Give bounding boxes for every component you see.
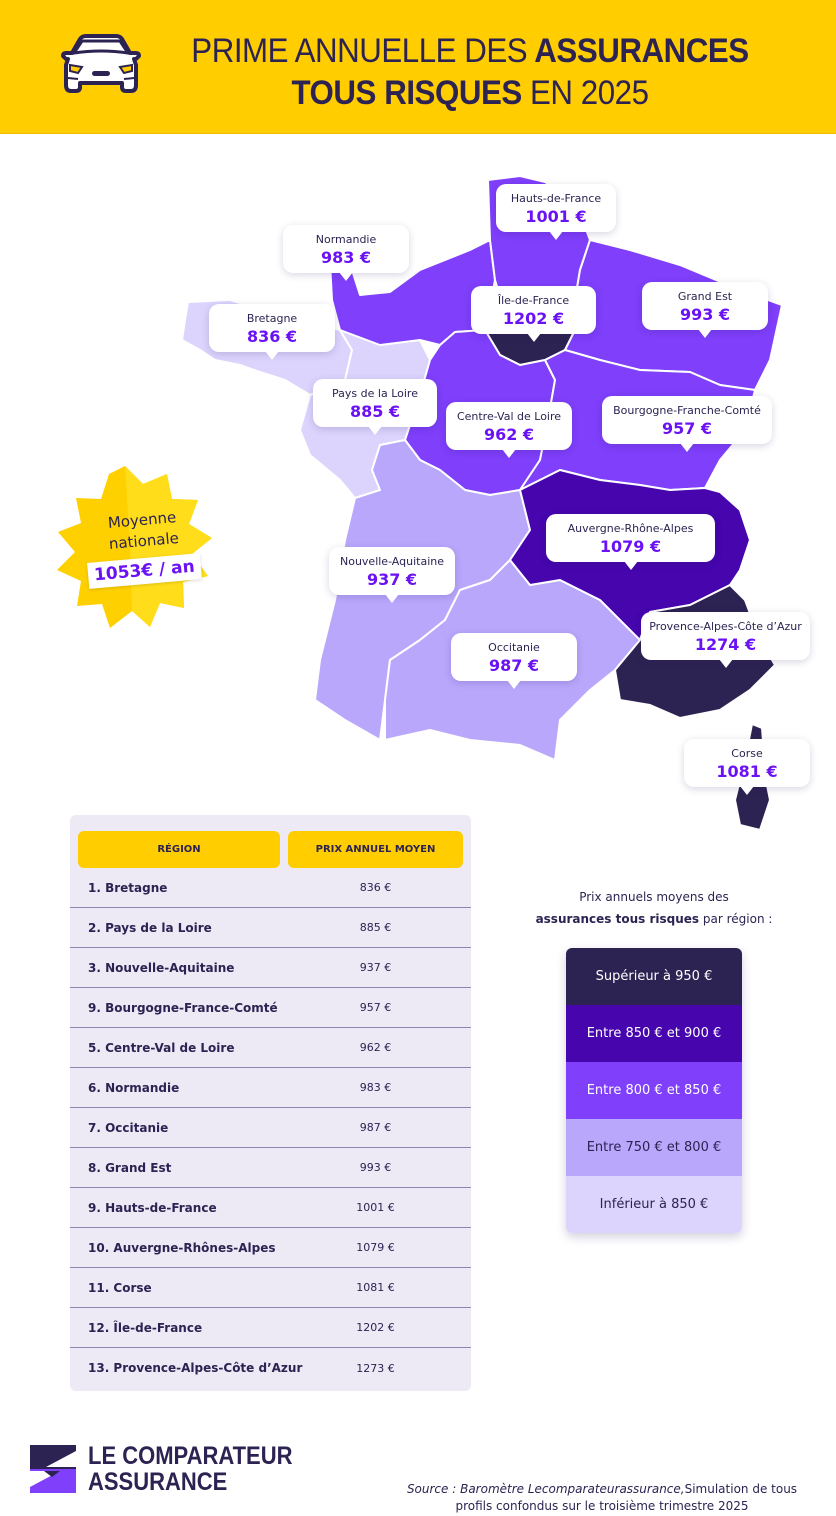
logo-icon xyxy=(30,1445,76,1493)
table-row: 11. Corse 1081 € xyxy=(70,1268,471,1308)
table-row: 8. Grand Est 993 € xyxy=(70,1148,471,1188)
table-row: 1. Bretagne 836 € xyxy=(70,868,471,908)
map-label-hauts-de-france[interactable]: Hauts-de-France 1001 € xyxy=(496,184,616,240)
map-shapes xyxy=(181,175,783,831)
legend-item: Entre 750 € et 800 € xyxy=(566,1119,742,1176)
table-row: 12. Île-de-France 1202 € xyxy=(70,1308,471,1348)
column-header-price: PRIX ANNUEL MOYEN xyxy=(288,831,463,868)
column-header-region: RÉGION xyxy=(78,831,280,868)
table-row: 5. Centre-Val de Loire 962 € xyxy=(70,1028,471,1068)
legend-caption: Prix annuels moyens des assurances tous … xyxy=(535,890,773,926)
france-map: Hauts-de-France 1001 € Normandie 983 € B… xyxy=(0,134,836,834)
map-label-corse[interactable]: Corse 1081 € xyxy=(684,739,810,795)
map-label-centre-val-de-loire[interactable]: Centre-Val de Loire 962 € xyxy=(446,402,572,458)
color-legend: Supérieur à 950 € Entre 850 € et 900 € E… xyxy=(566,948,742,1233)
map-label-occitanie[interactable]: Occitanie 987 € xyxy=(451,633,577,689)
table-row: 6. Normandie 983 € xyxy=(70,1068,471,1108)
page-title: PRIME ANNUELLE DES ASSURANCES TOUS RISQU… xyxy=(191,32,749,112)
map-label-nouvelle-aquitaine[interactable]: Nouvelle-Aquitaine 937 € xyxy=(329,547,455,603)
table-row: 2. Pays de la Loire 885 € xyxy=(70,908,471,948)
table-row: 9. Bourgogne-France-Comté 957 € xyxy=(70,988,471,1028)
map-label-auvergne-rhone-alpes[interactable]: Auvergne-Rhône-Alpes 1079 € xyxy=(546,514,715,570)
logo-text: LE COMPARATEUR ASSURANCE xyxy=(88,1442,293,1496)
table-header: RÉGION PRIX ANNUEL MOYEN xyxy=(78,831,463,868)
map-label-normandie[interactable]: Normandie 983 € xyxy=(283,225,409,281)
map-label-pays-de-la-loire[interactable]: Pays de la Loire 885 € xyxy=(313,379,437,435)
legend-item: Entre 800 € et 850 € xyxy=(566,1062,742,1119)
table-row: 7. Occitanie 987 € xyxy=(70,1108,471,1148)
map-label-bourgogne-franche-comte[interactable]: Bourgogne-Franche-Comté 957 € xyxy=(602,396,772,452)
national-average-badge: Moyenne nationale 1053€ / an xyxy=(50,462,230,637)
map-label-paca[interactable]: Provence-Alpes-Côte d’Azur 1274 € xyxy=(641,612,810,668)
header-banner: PRIME ANNUELLE DES ASSURANCES TOUS RISQU… xyxy=(0,0,836,134)
ranking-table: RÉGION PRIX ANNUEL MOYEN 1. Bretagne 836 … xyxy=(70,815,471,1391)
table-row: 9. Hauts-de-France 1001 € xyxy=(70,1188,471,1228)
legend-item: Supérieur à 950 € xyxy=(566,948,742,1005)
legend-item: Entre 850 € et 900 € xyxy=(566,1005,742,1062)
map-label-bretagne[interactable]: Bretagne 836 € xyxy=(209,304,335,360)
map-label-grand-est[interactable]: Grand Est 993 € xyxy=(642,282,768,338)
map-label-ile-de-france[interactable]: Île-de-France 1202 € xyxy=(471,286,596,342)
table-row: 10. Auvergne-Rhônes-Alpes 1079 € xyxy=(70,1228,471,1268)
table-row: 13. Provence-Alpes-Côte d’Azur 1273 € xyxy=(88,1361,395,1375)
table-row: 3. Nouvelle-Aquitaine 937 € xyxy=(70,948,471,988)
source-note: Source : Baromètre Lecomparateurassuranc… xyxy=(406,1482,798,1513)
car-icon xyxy=(61,34,141,93)
legend-item: Inférieur à 850 € xyxy=(566,1176,742,1233)
table-body: 1. Bretagne 836 € 2. Pays de la Loire 885 … xyxy=(70,868,471,1388)
